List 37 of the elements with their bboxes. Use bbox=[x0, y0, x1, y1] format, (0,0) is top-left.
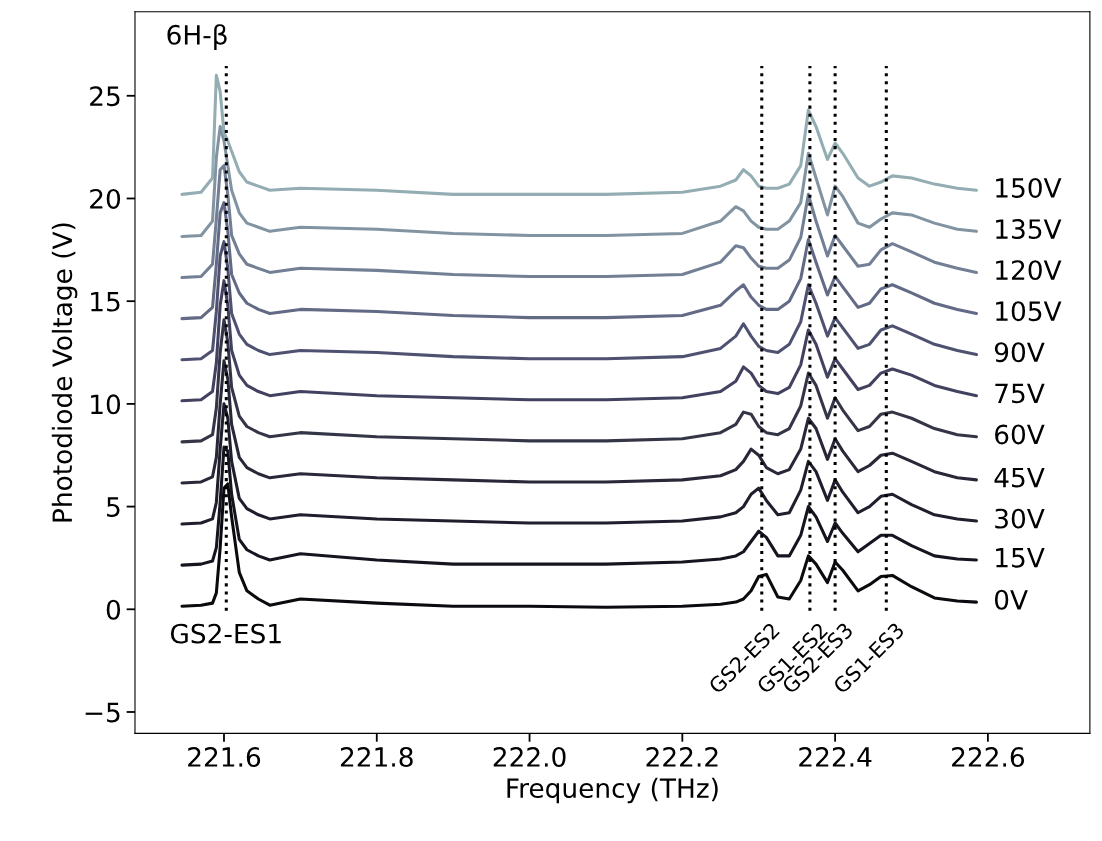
series-label: 135V bbox=[996, 219, 1062, 240]
series-label: 150V bbox=[996, 177, 1062, 198]
line-series bbox=[180, 445, 978, 567]
x-tick-label: 222.6 bbox=[952, 747, 1025, 767]
x-tick-label: 222.0 bbox=[493, 747, 566, 767]
line-series bbox=[180, 125, 978, 239]
y-tick-label: −5 bbox=[85, 702, 120, 723]
y-tick-label: 10 bbox=[91, 394, 121, 415]
line-series bbox=[180, 318, 978, 444]
line-series bbox=[180, 73, 978, 196]
line-series bbox=[180, 279, 978, 403]
y-tick-label: 0 bbox=[106, 599, 121, 620]
y-axis-title: Photodiode Voltage (V) bbox=[51, 223, 78, 522]
x-axis-title: Frequency (THz) bbox=[507, 777, 718, 804]
annotation: 6H-β bbox=[167, 24, 227, 50]
ref-line-label: GS2-ES1 bbox=[170, 623, 281, 644]
y-tick-label: 25 bbox=[90, 86, 120, 107]
line-series bbox=[180, 240, 978, 362]
x-tick-label: 221.8 bbox=[340, 747, 413, 767]
series-label: 75V bbox=[995, 383, 1045, 404]
y-tick-label: 20 bbox=[90, 188, 121, 209]
series-label: 60V bbox=[995, 424, 1045, 445]
y-tick-label: 15 bbox=[91, 291, 120, 312]
series-label: 0V bbox=[994, 589, 1028, 610]
x-tick-label: 222.4 bbox=[799, 747, 872, 767]
line-series bbox=[180, 164, 978, 280]
series-label: 120V bbox=[996, 260, 1062, 281]
line-series bbox=[180, 201, 978, 321]
x-tick-label: 222.2 bbox=[646, 747, 718, 767]
series-label: 30V bbox=[995, 508, 1045, 529]
series-label: 90V bbox=[994, 342, 1045, 363]
x-tick-label: 221.6 bbox=[188, 747, 261, 767]
line-series bbox=[180, 482, 978, 609]
y-tick-label: 5 bbox=[107, 497, 120, 517]
series-label: 45V bbox=[994, 467, 1045, 488]
series-label: 105V bbox=[996, 301, 1062, 322]
series-label: 15V bbox=[996, 548, 1045, 568]
